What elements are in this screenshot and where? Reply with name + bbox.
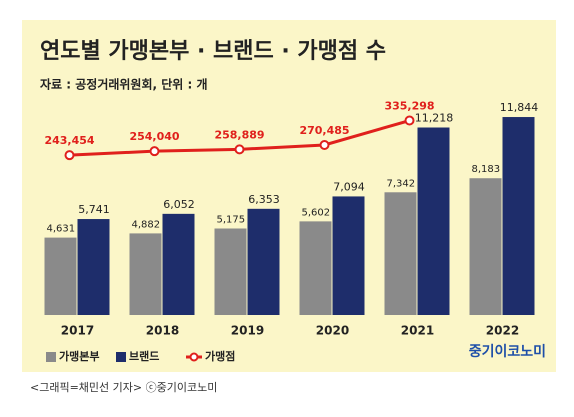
data-label: 7,094: [333, 180, 365, 193]
data-label: 5,602: [302, 207, 331, 218]
x-tick-label: 2019: [231, 324, 264, 338]
data-label: 8,183: [472, 164, 501, 175]
caption: <그래픽=채민선 기자> ⓒ중기이코노미: [30, 381, 217, 394]
data-label: 254,040: [129, 130, 179, 143]
chart-subtitle: 자료 : 공정거래위원회, 단위 : 개: [40, 77, 208, 92]
data-label: 5,175: [217, 215, 246, 226]
legend-swatch: [46, 352, 56, 362]
data-label: 7,342: [387, 178, 416, 189]
data-label: 270,485: [299, 124, 349, 137]
bar: [214, 228, 247, 315]
line-point: [64, 150, 75, 161]
bar: [469, 178, 502, 315]
line-point: [149, 146, 160, 157]
data-label: 4,882: [132, 219, 161, 230]
legend-label: 가맹점: [205, 349, 235, 363]
data-label: 4,631: [47, 224, 76, 235]
bar: [417, 127, 450, 315]
data-label: 6,052: [163, 198, 195, 211]
x-tick-label: 2021: [401, 324, 434, 338]
data-label: 6,353: [248, 193, 280, 206]
bar: [384, 192, 417, 315]
bar: [502, 117, 535, 315]
x-tick-label: 2018: [146, 324, 179, 338]
bar: [162, 213, 195, 315]
legend-swatch: [116, 352, 126, 362]
legend-label: 가맹본부: [59, 349, 99, 363]
data-label: 11,218: [415, 111, 454, 124]
bar: [247, 208, 280, 315]
line-point: [319, 139, 330, 150]
watermark: 중기이코노미: [469, 343, 546, 360]
data-label: 11,844: [500, 101, 539, 114]
bar: [332, 196, 365, 315]
data-label: 258,889: [214, 128, 264, 141]
chart-title: 연도별 가맹본부 · 브랜드 · 가맹점 수: [40, 39, 386, 64]
background: [22, 20, 556, 372]
data-label: 5,741: [78, 203, 110, 216]
bar: [299, 221, 332, 315]
line-point: [234, 144, 245, 155]
x-tick-label: 2020: [316, 324, 349, 338]
legend-swatch: [189, 352, 199, 362]
data-label: 243,454: [44, 134, 94, 147]
x-tick-label: 2017: [61, 324, 94, 338]
bar: [77, 219, 110, 315]
bar: [129, 233, 162, 315]
legend-label: 브랜드: [129, 349, 159, 363]
x-tick-label: 2022: [486, 324, 519, 338]
bar: [44, 237, 77, 315]
line-point: [404, 115, 415, 126]
data-label: 335,298: [384, 100, 434, 113]
